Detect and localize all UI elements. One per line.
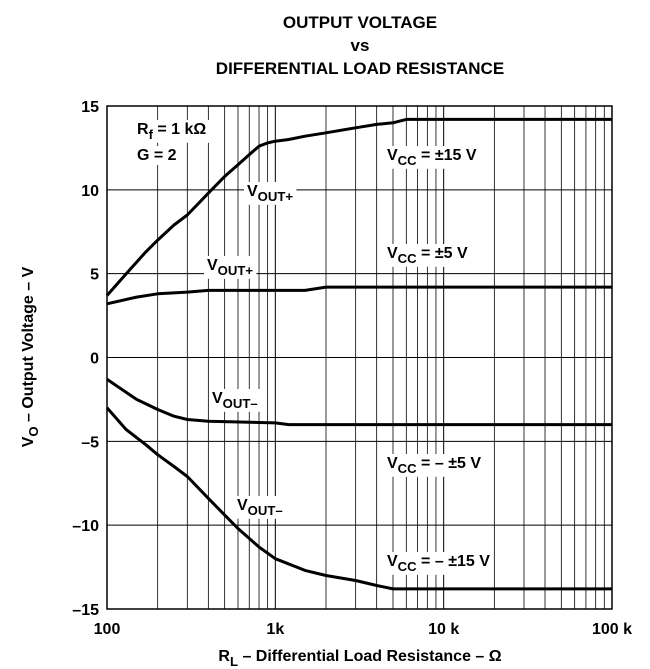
chart-title: vs — [351, 36, 370, 55]
annotation-main: V — [387, 553, 398, 570]
y-tick-label: 15 — [81, 99, 99, 116]
annotation: VCC = ±5 V — [387, 245, 468, 266]
annotation-main: V — [212, 390, 223, 407]
annotation-suffix: = 1 kΩ — [153, 121, 206, 138]
chart-title: OUTPUT VOLTAGE — [283, 13, 437, 32]
annotation-background — [384, 146, 480, 169]
annotation-main: V — [237, 497, 248, 514]
annotation: Rf = 1 kΩ — [137, 121, 206, 142]
y-tick-label: –5 — [81, 434, 99, 451]
grid — [106, 105, 613, 610]
annotation-sub: OUT+ — [218, 263, 254, 278]
annotation: G = 2 — [137, 147, 177, 164]
annotation: VOUT– — [237, 497, 283, 518]
series-line — [105, 117, 612, 297]
y-axis-label: VO – Output Voltage – V — [20, 266, 41, 447]
annotation-background — [134, 120, 210, 143]
x-tick-label: 100 — [94, 621, 121, 638]
y-axis-label-suffix: – Output Voltage – V — [20, 266, 37, 426]
x-axis-label-sub: L — [230, 654, 238, 669]
annotation-sub: CC — [398, 559, 417, 574]
annotation-main: V — [387, 147, 398, 164]
annotation: VCC = – ±5 V — [387, 455, 481, 476]
y-tick-label: –10 — [72, 518, 99, 535]
lines — [105, 117, 612, 591]
annotation-main: R — [137, 121, 149, 138]
annotation-main: V — [387, 245, 398, 262]
annotation-main: V — [387, 455, 398, 472]
annotation-sub: CC — [398, 153, 417, 168]
annotation-suffix: = – ±5 V — [417, 455, 482, 472]
x-tick-label: 1k — [266, 621, 284, 638]
annotation-background — [134, 146, 180, 165]
y-tick-label: –15 — [72, 602, 99, 619]
series-line — [106, 378, 612, 427]
annotation-suffix: = ±15 V — [417, 147, 477, 164]
annotation: VOUT+ — [207, 257, 253, 278]
annotation-sub: f — [149, 127, 154, 142]
annotation-main: V — [247, 183, 258, 200]
x-tick-label: 10 k — [428, 621, 459, 638]
series-line — [106, 285, 612, 306]
y-axis-label-sub: O — [26, 426, 41, 436]
annotation-background — [234, 496, 286, 519]
annotation: VCC = ±15 V — [387, 147, 477, 168]
x-tick-label: 100 k — [592, 621, 632, 638]
x-axis-label: RL – Differential Load Resistance – Ω — [218, 648, 501, 669]
annotation-sub: OUT– — [223, 396, 258, 411]
annotation: VOUT– — [212, 390, 258, 411]
annotation-main: V — [207, 257, 218, 274]
annotation-background — [204, 256, 257, 279]
series-line — [105, 406, 612, 591]
y-tick-label: 5 — [90, 267, 99, 284]
annotation-main: G = 2 — [137, 147, 177, 164]
annotation-background — [384, 552, 494, 575]
annotation-suffix: = – ±15 V — [417, 553, 491, 570]
annotation-sub: OUT+ — [258, 189, 294, 204]
annotation-background — [209, 389, 261, 412]
y-tick-label: 0 — [90, 351, 99, 368]
annotation-sub: CC — [398, 251, 417, 266]
annotation-background — [384, 244, 471, 267]
annotation-background — [244, 182, 297, 205]
annotation-sub: CC — [398, 461, 417, 476]
x-axis-label-suffix: – Differential Load Resistance – Ω — [238, 648, 502, 665]
annotation-sub: OUT– — [248, 503, 283, 518]
y-axis-label-main: V — [20, 436, 37, 447]
annotation-suffix: = ±5 V — [417, 245, 468, 262]
annotation: VCC = – ±15 V — [387, 553, 490, 574]
y-tick-label: 10 — [81, 183, 99, 200]
plot-frame — [106, 105, 613, 610]
annotation-background — [384, 454, 485, 477]
annotation: VOUT+ — [247, 183, 293, 204]
x-axis-label-main: R — [218, 648, 230, 665]
chart-title: DIFFERENTIAL LOAD RESISTANCE — [216, 59, 504, 78]
